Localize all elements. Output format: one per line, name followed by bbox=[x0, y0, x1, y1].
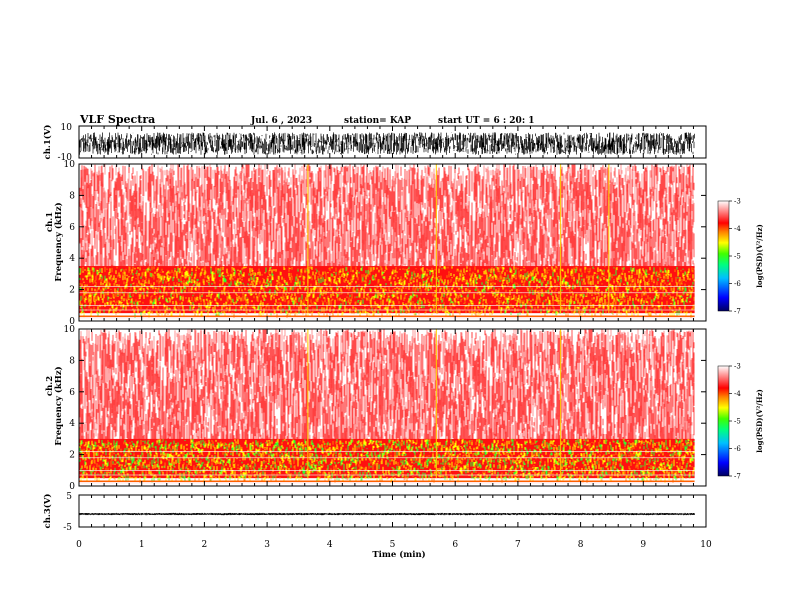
ytick-label: 10 bbox=[64, 160, 76, 170]
colorbar-tick-label: -7 bbox=[734, 473, 741, 481]
ytick-label: 0 bbox=[69, 482, 75, 492]
colorbar-tick-label: -7 bbox=[734, 308, 741, 316]
colorbar-tick-label: -4 bbox=[734, 225, 741, 233]
spec1-nodata bbox=[694, 164, 706, 321]
ch1-colorbar-label: log(PSD)(V²/Hz) bbox=[755, 224, 764, 288]
ch1-colorbar-gradient bbox=[717, 200, 730, 312]
ytick-label: 6 bbox=[69, 223, 75, 233]
xtick-label: 1 bbox=[139, 540, 145, 550]
ytick-label: 4 bbox=[69, 419, 75, 429]
ytick-label: 8 bbox=[69, 356, 75, 366]
ch1-spectrogram-image bbox=[79, 164, 706, 321]
colorbar-tick-label: -3 bbox=[734, 198, 741, 206]
ch3-waveform-trace bbox=[79, 512, 695, 516]
xtick-label: 5 bbox=[390, 540, 396, 550]
ch1-spectrogram-panel: 0 2 4 6 8 10 ch.1 Frequency (kHz) bbox=[45, 160, 707, 327]
xtick-label: 6 bbox=[452, 540, 458, 550]
ch1-colorbar-ticks: -3 -4 -5 -6 -7 bbox=[729, 198, 741, 316]
ch3-ytick-top: 5 bbox=[66, 492, 72, 502]
xtick-label: 4 bbox=[327, 540, 333, 550]
xtick-label: 10 bbox=[700, 540, 712, 550]
spec2-band-green bbox=[79, 438, 695, 483]
ch2-colorbar: -3 -4 -5 -6 -7 log(PSD)(V²/Hz) bbox=[717, 363, 764, 481]
ch2-colorbar-ticks: -3 -4 -5 -6 -7 bbox=[729, 363, 741, 481]
colorbar-tick-label: -4 bbox=[734, 390, 741, 398]
colorbar-tick-label: -5 bbox=[734, 418, 741, 426]
ch2-frequency-label: Frequency (kHz) bbox=[53, 366, 64, 445]
ch2-spectrogram-panel: 0 2 4 6 8 10 ch.2 Frequency (kHz) bbox=[45, 325, 707, 492]
start-time-text: start UT = 6 : 20: 1 bbox=[438, 116, 535, 126]
ytick-label: 8 bbox=[69, 191, 75, 201]
colorbar-tick-label: -5 bbox=[734, 253, 741, 261]
ytick-label: 2 bbox=[69, 286, 75, 296]
ch2-colorbar-gradient bbox=[717, 365, 730, 477]
ch3-ytick-bottom: -5 bbox=[63, 523, 72, 533]
figure-title: VLF Spectra bbox=[79, 113, 155, 126]
wave3-path bbox=[79, 512, 695, 516]
ch1-spectrogram-yticks: 0 2 4 6 8 10 bbox=[64, 160, 706, 327]
ch2-spectrogram-yticks: 0 2 4 6 8 10 bbox=[64, 325, 706, 492]
ch1-ytick-top: 10 bbox=[61, 123, 73, 133]
ytick-label: 10 bbox=[64, 325, 76, 335]
time-xaxis-label: Time (min) bbox=[372, 549, 425, 560]
ytick-label: 0 bbox=[69, 317, 75, 327]
spec2-nodata bbox=[694, 329, 706, 486]
ch3-waveform-ylabel: ch.3(V) bbox=[42, 494, 53, 529]
xtick-label: 8 bbox=[578, 540, 584, 550]
ch2-channel-label: ch.2 bbox=[45, 376, 55, 396]
ch1-frequency-label: Frequency (kHz) bbox=[53, 202, 64, 281]
colorbar-tick-label: -6 bbox=[734, 445, 741, 453]
xtick-label: 0 bbox=[76, 540, 82, 550]
ytick-label: 6 bbox=[69, 388, 75, 398]
colorbar-tick-label: -6 bbox=[734, 280, 741, 288]
ytick-label: 4 bbox=[69, 254, 75, 264]
xtick-label: 9 bbox=[640, 540, 646, 550]
ch2-colorbar-label: log(PSD)(V²/Hz) bbox=[755, 389, 764, 453]
ch1-channel-label: ch.1 bbox=[45, 212, 55, 232]
ch1-colorbar: -3 -4 -5 -6 -7 log(PSD)(V²/Hz) bbox=[717, 198, 764, 316]
xtick-label: 2 bbox=[202, 540, 208, 550]
ch2-spectrogram-image bbox=[79, 329, 706, 486]
time-xaxis: 0 1 2 3 4 5 6 7 8 9 10 bbox=[76, 126, 712, 550]
ytick-label: 2 bbox=[69, 451, 75, 461]
colorbar-tick-label: -3 bbox=[734, 363, 741, 371]
ch1-waveform-trace bbox=[79, 132, 695, 155]
date-text: Jul. 6 , 2023 bbox=[250, 116, 312, 126]
station-text: station= KAP bbox=[344, 116, 411, 126]
ch1-waveform-ylabel: ch.1(V) bbox=[42, 125, 53, 160]
xtick-label: 7 bbox=[515, 540, 521, 550]
wave1-path bbox=[79, 132, 695, 155]
ch1-ytick-bottom: -10 bbox=[58, 153, 73, 163]
xtick-label: 3 bbox=[264, 540, 270, 550]
